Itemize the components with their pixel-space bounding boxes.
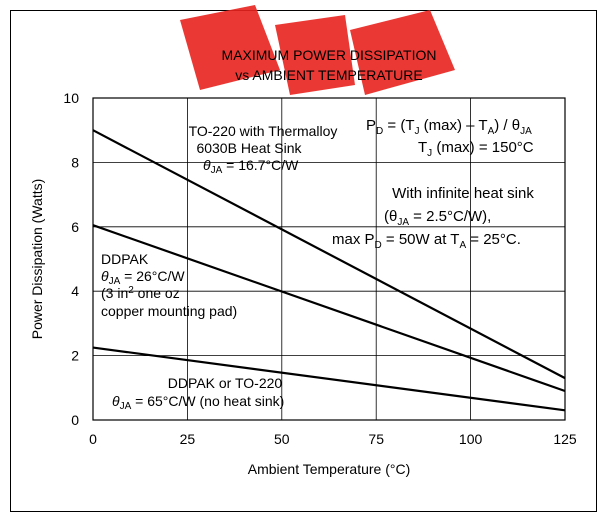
annotation-value: = 26°C/W (120, 268, 185, 284)
infinite-heatsink-line3: max PD = 50W at TA = 25°C. (332, 231, 521, 251)
y-tick-label: 6 (71, 219, 79, 235)
y-tick-label: 2 (71, 348, 79, 364)
x-axis-label: Ambient Temperature (°C) (248, 461, 411, 477)
theta-symbol: θ (112, 393, 120, 409)
annotation-to220-line3: θJA = 16.7°C/W (203, 157, 299, 176)
subscript: JA (211, 165, 223, 176)
infinite-heatsink-line2: (θJA = 2.5°C/W), (384, 208, 491, 228)
annotation-value: = 65°C/W (no heat sink) (131, 393, 284, 409)
subscript: JA (109, 276, 121, 287)
y-tick-label: 0 (71, 412, 79, 428)
x-tick-label: 50 (274, 431, 290, 447)
y-axis-label: Power Dissipation (Watts) (29, 179, 45, 340)
x-tick-label: 125 (553, 431, 577, 447)
series-line-2 (92, 224, 566, 393)
annotation-ddpak-line4: copper mounting pad) (101, 303, 237, 319)
annotation-to220-line1: TO-220 with Thermalloy (189, 123, 338, 139)
annotation-ddpak-line2: θJA = 26°C/W (101, 268, 185, 287)
theta-symbol: θ (101, 268, 109, 284)
annotation-ddpak-line3: (3 in2 one oz (101, 285, 180, 301)
annotation-text: (3 in (101, 285, 128, 301)
x-tick-label: 25 (180, 431, 196, 447)
series-line-3 (92, 346, 566, 412)
infinite-heatsink-line1: With infinite heat sink (392, 185, 534, 202)
chart-title-line2: vs AMBIENT TEMPERATURE (235, 67, 422, 83)
x-tick-label: 0 (89, 431, 97, 447)
superscript: 2 (128, 285, 134, 296)
x-tick-labels: 0 25 50 75 100 125 (89, 431, 577, 447)
y-tick-labels: 0 2 4 6 8 10 (63, 90, 79, 428)
y-tick-label: 10 (63, 90, 79, 106)
equation-line1: PD = (TJ (max) – TA) / θJA (366, 117, 532, 137)
series-line-1 (92, 129, 566, 380)
annotation-to220-line2: 6030B Heat Sink (196, 140, 302, 156)
x-tick-label: 100 (459, 431, 483, 447)
y-tick-label: 8 (71, 154, 79, 170)
equation-line2: TJ (max) = 150°C (418, 139, 534, 159)
x-tick-label: 75 (368, 431, 384, 447)
annotation-ddpak-line1: DDPAK (101, 251, 149, 267)
theta-symbol: θ (203, 157, 211, 173)
series-lines (92, 129, 566, 412)
subscript: JA (120, 401, 132, 412)
y-tick-label: 4 (71, 283, 79, 299)
chart-title-line1: MAXIMUM POWER DISSIPATION (222, 47, 437, 63)
annotation-text: one oz (134, 285, 180, 301)
annotation-value: = 16.7°C/W (222, 157, 299, 173)
grid (92, 97, 566, 421)
annotation-noheatsink-line2: θJA = 65°C/W (no heat sink) (112, 393, 284, 412)
annotation-noheatsink-line1: DDPAK or TO-220 (168, 375, 283, 391)
